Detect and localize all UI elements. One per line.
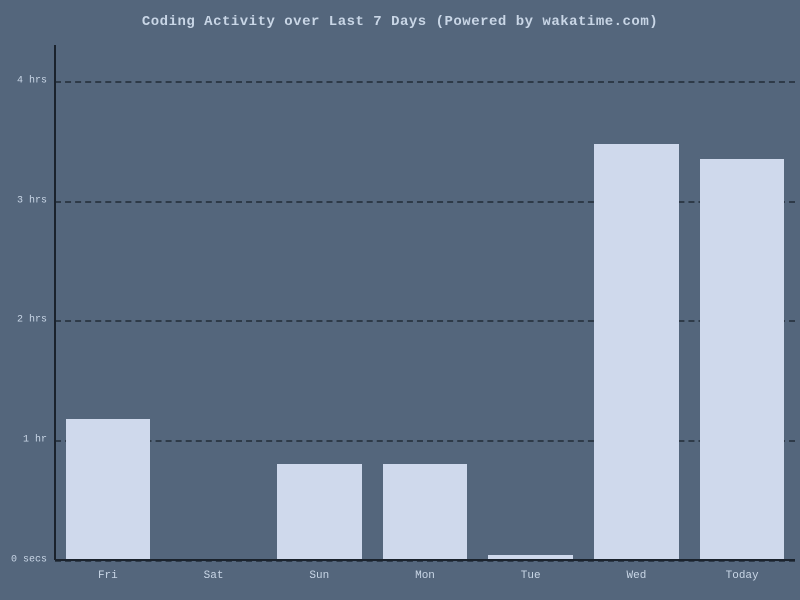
y-tick-label: 4 hrs — [17, 75, 47, 86]
bar — [383, 464, 468, 560]
x-tick-label: Wed — [627, 570, 647, 582]
x-tick-label: Today — [726, 570, 759, 582]
gridline — [55, 201, 795, 203]
x-tick-label: Tue — [521, 570, 541, 582]
bar — [277, 464, 362, 560]
y-tick-label: 1 hr — [23, 435, 47, 446]
chart-title: Coding Activity over Last 7 Days (Powere… — [0, 14, 800, 30]
coding-activity-chart: Coding Activity over Last 7 Days (Powere… — [0, 0, 800, 600]
y-tick-label: 2 hrs — [17, 315, 47, 326]
x-axis-line — [55, 559, 795, 561]
x-tick-label: Mon — [415, 570, 435, 582]
bar — [700, 159, 785, 560]
gridline — [55, 81, 795, 83]
gridline — [55, 440, 795, 442]
bar — [594, 144, 679, 560]
plot-area: 0 secs1 hr2 hrs3 hrs4 hrsFriSatSunMonTue… — [55, 45, 795, 560]
bar — [66, 419, 151, 560]
y-axis-line — [54, 45, 56, 560]
x-tick-label: Fri — [98, 570, 118, 582]
x-tick-label: Sat — [204, 570, 224, 582]
y-tick-label: 3 hrs — [17, 195, 47, 206]
y-tick-label: 0 secs — [11, 555, 47, 566]
x-tick-label: Sun — [309, 570, 329, 582]
gridline — [55, 320, 795, 322]
